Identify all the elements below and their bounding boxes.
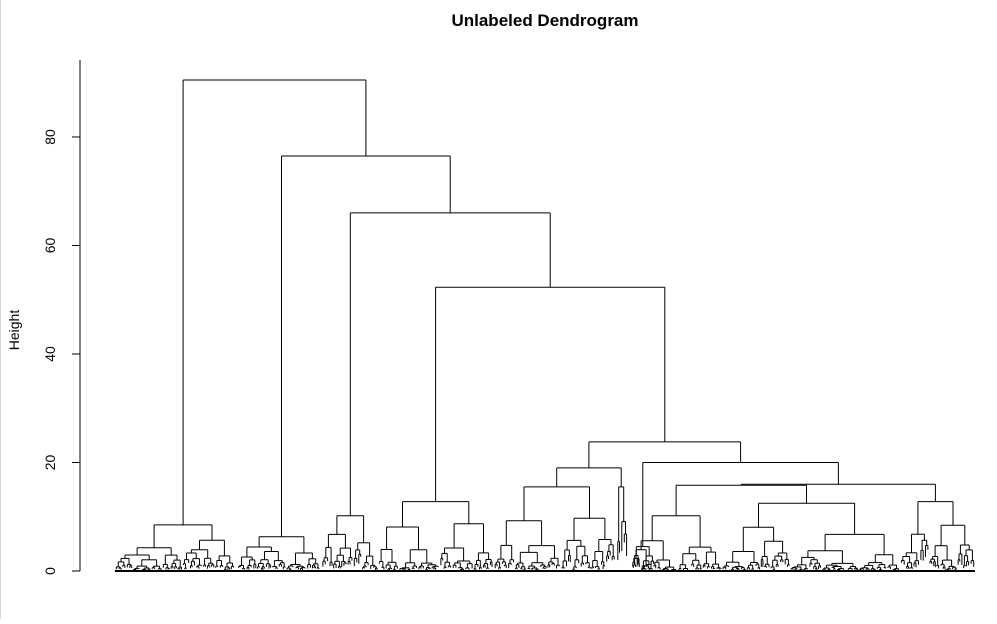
chart-title: Unlabeled Dendrogram xyxy=(451,11,638,30)
left-border xyxy=(0,0,1,619)
dendrogram-tree xyxy=(115,79,975,572)
y-tick-label: 60 xyxy=(42,237,58,253)
y-axis-label: Height xyxy=(6,310,22,351)
y-tick-label: 80 xyxy=(42,129,58,145)
y-tick-label: 0 xyxy=(42,567,58,575)
y-tick-label: 40 xyxy=(42,346,58,362)
y-axis: 0 20 40 60 80 xyxy=(42,60,81,575)
y-tick-label: 20 xyxy=(42,454,58,470)
